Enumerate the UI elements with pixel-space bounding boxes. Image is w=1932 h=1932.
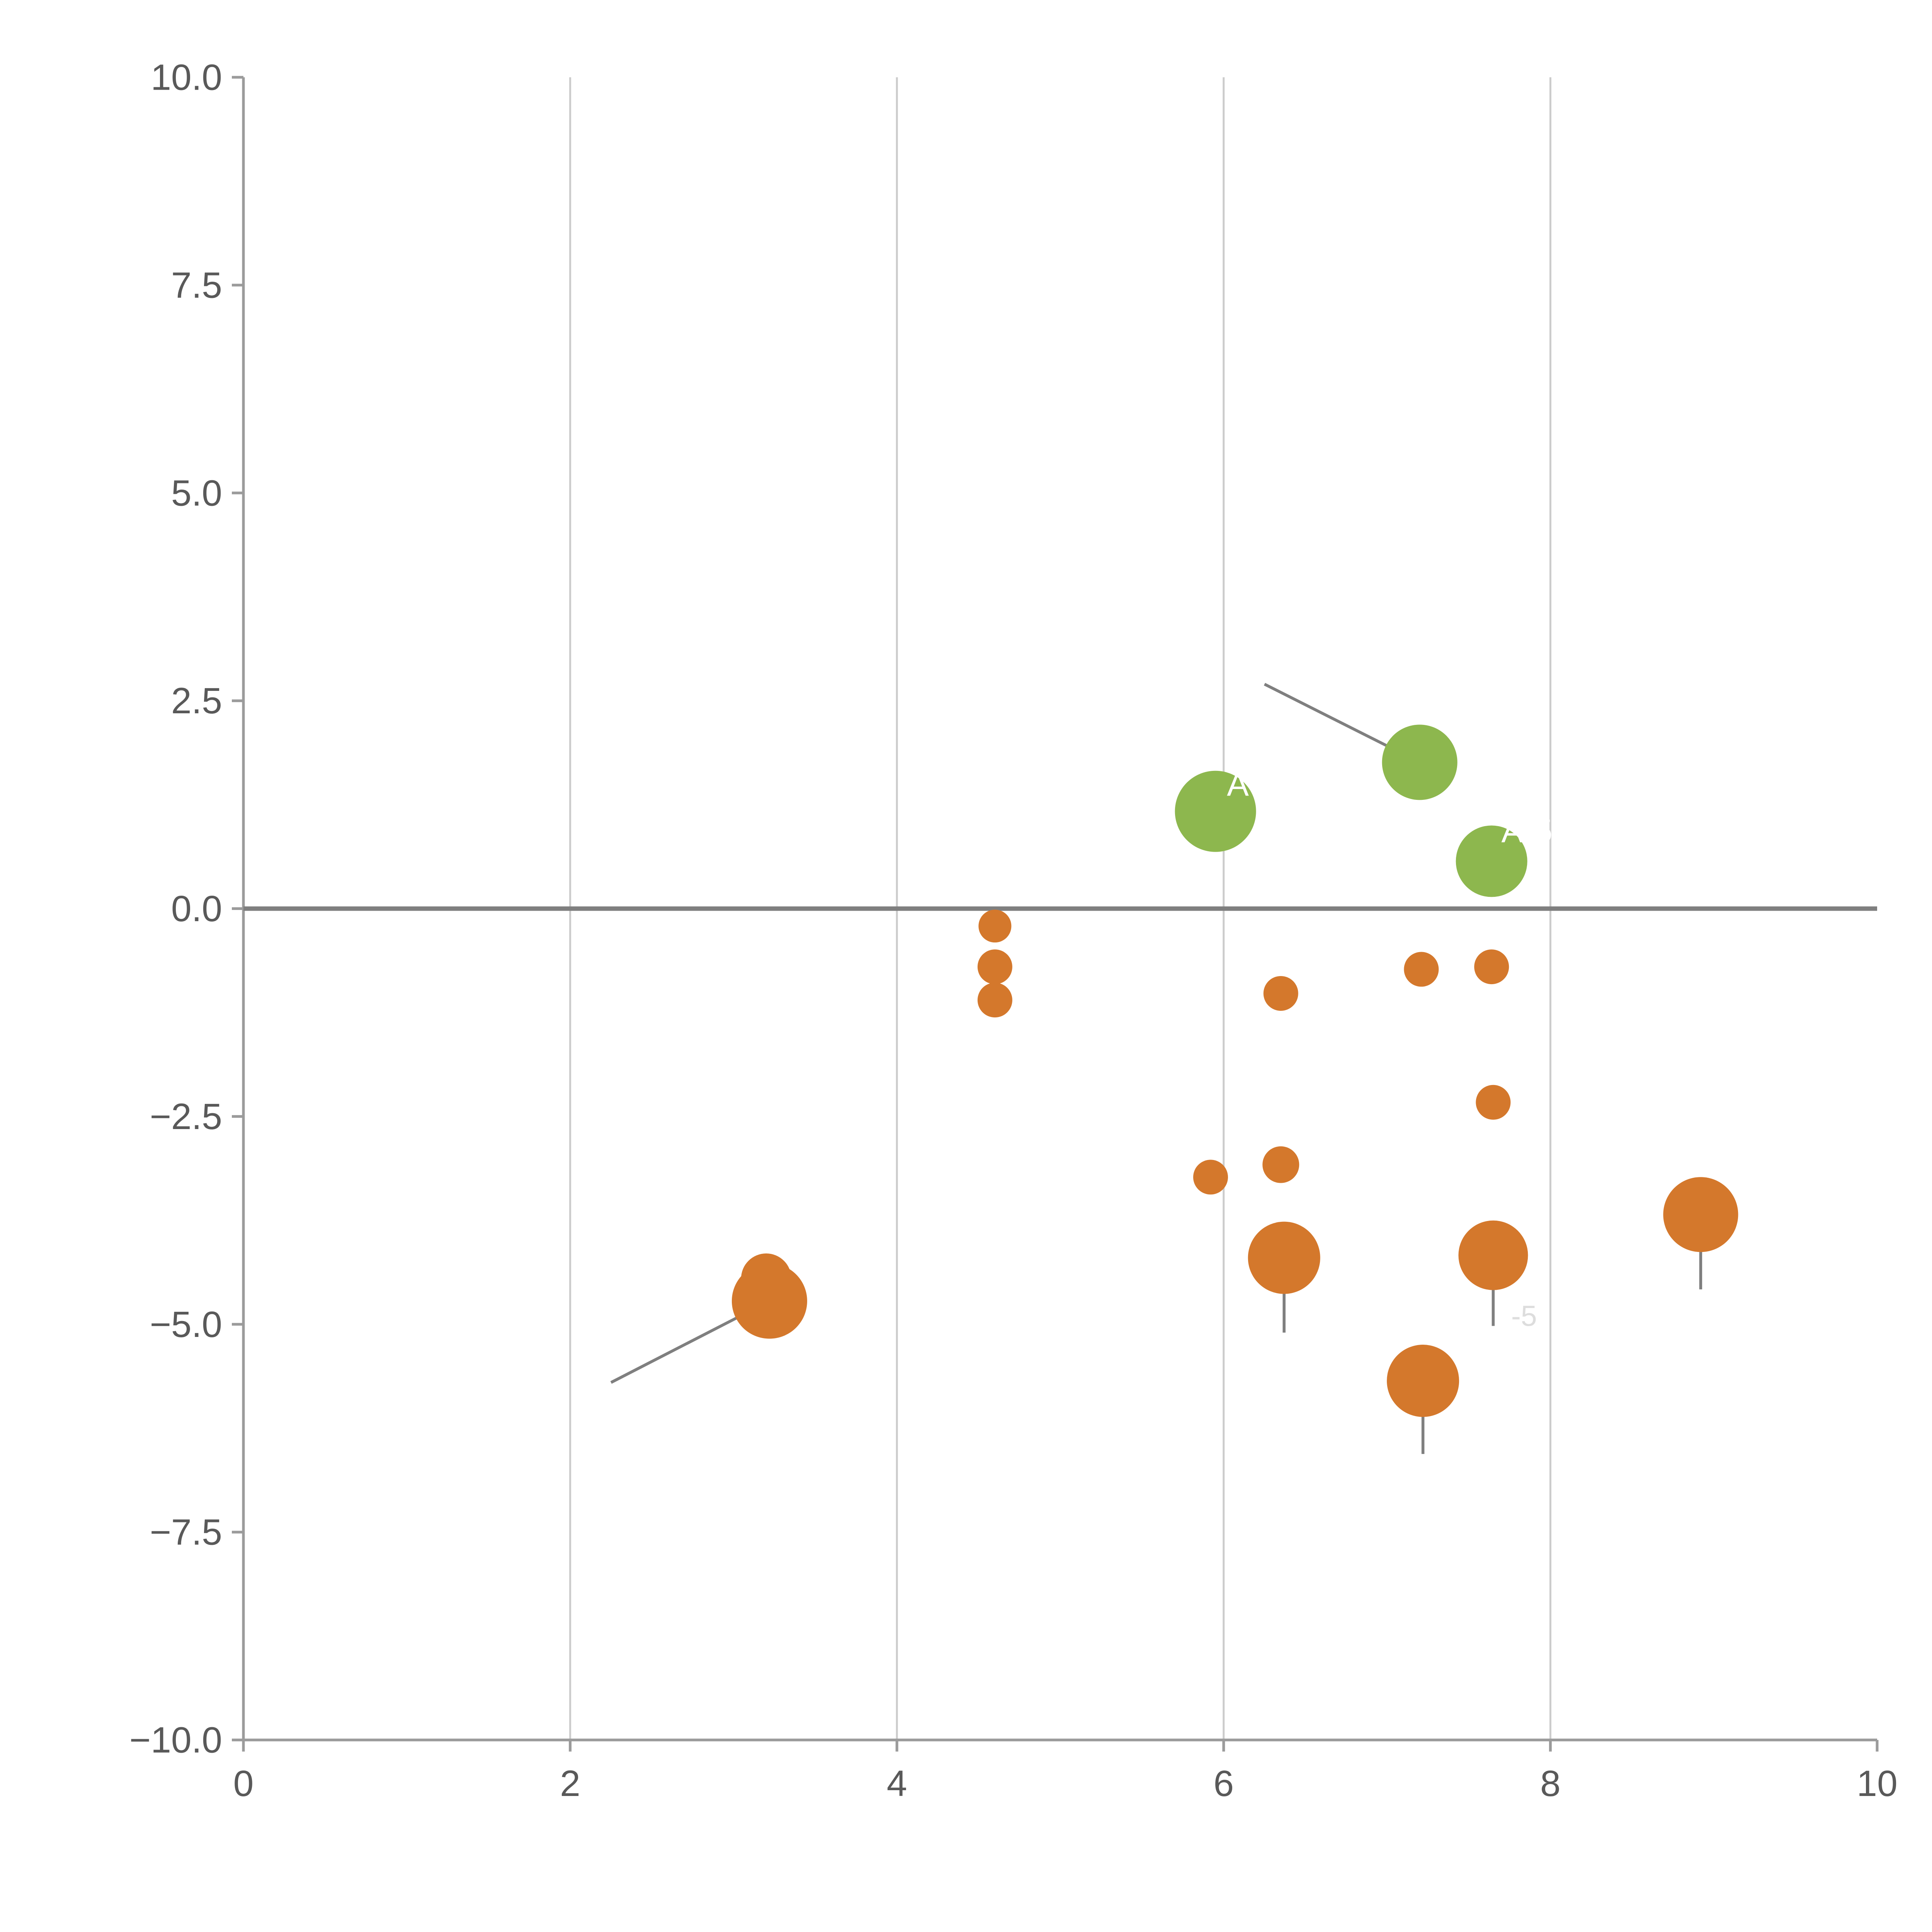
x-tick-label: 10 — [1857, 1763, 1898, 1804]
point-label: -5 — [1511, 1300, 1537, 1332]
negative-bubble — [1248, 1221, 1320, 1294]
point-label: A — [1227, 766, 1249, 803]
negative-bubble — [1404, 952, 1439, 987]
axis-layer: 0 2 4 6 8 10 10.0 7.5 5.0 2.5 0.0 −2.5 −5.0 −7.5 −10.0 — [129, 57, 1898, 1804]
negative-bubble — [977, 983, 1012, 1018]
positive-bubble — [1175, 770, 1256, 852]
negative-bubble — [1458, 1220, 1528, 1290]
negative-bubble — [1663, 1177, 1738, 1252]
y-tick-label: −5.0 — [150, 1304, 222, 1345]
negative-bubble — [1193, 1160, 1228, 1195]
x-tick-label: 6 — [1213, 1763, 1234, 1804]
negative-bubble — [731, 1263, 807, 1339]
bubble-layer — [731, 724, 1738, 1417]
point-label: A-5 — [1502, 813, 1553, 849]
x-tick-label: 8 — [1540, 1763, 1561, 1804]
negative-bubble — [1474, 949, 1509, 985]
y-tick-label: −2.5 — [150, 1096, 222, 1137]
x-tick-label: 0 — [233, 1763, 254, 1804]
y-tick-label: −10.0 — [129, 1720, 222, 1761]
negative-bubble — [1262, 1146, 1299, 1183]
x-tick-label: 2 — [560, 1763, 580, 1804]
y-tick-label: 0.0 — [171, 888, 222, 929]
y-tick-label: 5.0 — [171, 473, 222, 514]
negative-bubble — [1476, 1085, 1511, 1120]
connector-layer — [610, 683, 1702, 1454]
negative-bubble — [977, 949, 1012, 985]
negative-bubble — [1387, 1345, 1459, 1417]
positive-bubble — [1382, 724, 1458, 800]
y-tick-label: −7.5 — [150, 1512, 222, 1553]
y-tick-label: 2.5 — [171, 680, 222, 721]
negative-bubble — [1263, 976, 1298, 1011]
x-tick-label: 4 — [887, 1763, 907, 1804]
label-layer: A A-5 -5 — [1227, 766, 1553, 1332]
negative-bubble — [978, 910, 1012, 943]
positive-bubble — [1456, 825, 1527, 897]
y-tick-label: 10.0 — [151, 57, 222, 98]
y-tick-label: 7.5 — [171, 265, 222, 306]
